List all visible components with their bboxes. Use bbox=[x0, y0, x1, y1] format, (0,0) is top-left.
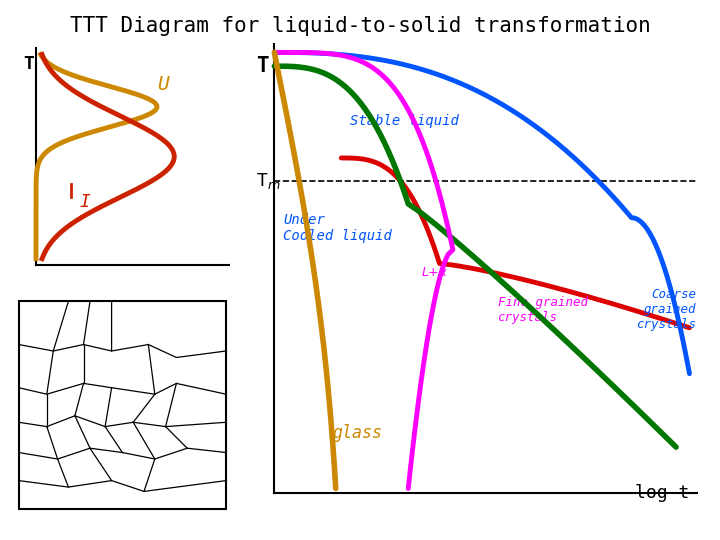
Text: Fine grained
crystals: Fine grained crystals bbox=[498, 296, 588, 323]
Text: log t: log t bbox=[635, 484, 690, 502]
Text: I: I bbox=[79, 193, 90, 211]
Text: T$_m$: T$_m$ bbox=[256, 171, 281, 191]
Text: Coarse
grained
crystals: Coarse grained crystals bbox=[636, 288, 696, 331]
Text: L+α: L+α bbox=[422, 266, 447, 279]
Text: TTT Diagram for liquid-to-solid transformation: TTT Diagram for liquid-to-solid transfor… bbox=[70, 16, 650, 36]
Text: U: U bbox=[157, 75, 168, 93]
Text: Under
Cooled liquid: Under Cooled liquid bbox=[283, 213, 392, 243]
Text: glass: glass bbox=[333, 424, 382, 442]
Text: T: T bbox=[256, 56, 269, 76]
Text: T: T bbox=[23, 55, 34, 72]
Text: Stable liquid: Stable liquid bbox=[350, 114, 459, 128]
